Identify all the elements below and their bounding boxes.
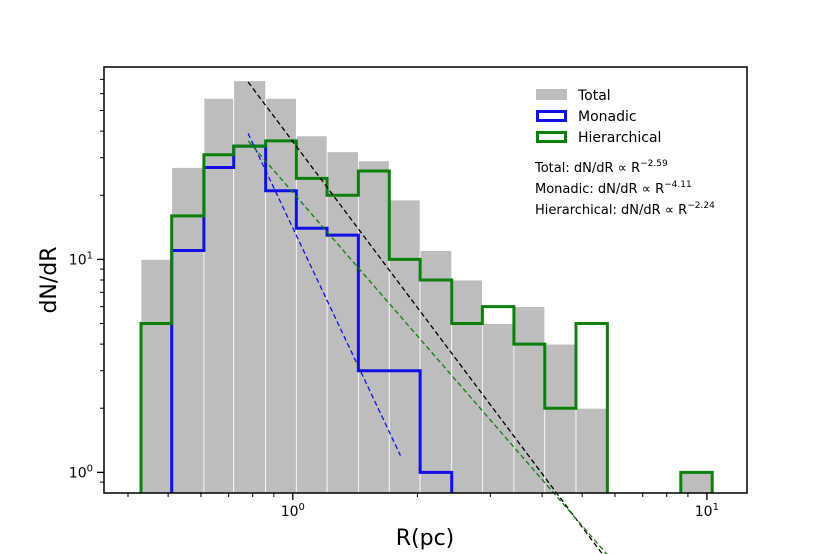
fit-lines-layer <box>247 81 608 554</box>
bar-total <box>357 160 390 494</box>
fit-annotation-exponent: −4.11 <box>664 180 692 190</box>
y-tick-exp: 1 <box>87 250 93 261</box>
legend-label-total: Total <box>577 88 611 104</box>
legend-label-hierarchical: Hierarchical <box>578 130 661 146</box>
bar-total <box>171 167 205 494</box>
bar-total <box>326 151 359 494</box>
fit-annotation-exponent: −2.59 <box>640 159 668 169</box>
x-tick-label: 101 <box>695 502 719 520</box>
bar-total <box>513 306 546 494</box>
fit-annotation: Total: dN/dR ∝ R−2.59 <box>534 159 668 176</box>
bar-total <box>680 471 713 494</box>
y-tick-base: 10 <box>69 465 87 481</box>
legend-swatch-hierarchical <box>536 131 567 143</box>
y-tick-base: 10 <box>69 252 87 268</box>
fit-line-monadic <box>247 133 402 456</box>
bar-total <box>388 199 421 494</box>
bar-total <box>575 407 608 494</box>
bar-total <box>481 323 515 494</box>
y-axis-label: dN/dR <box>37 246 62 313</box>
legend: Total Monadic Hierarchical <box>536 88 661 146</box>
fit-annotation: Monadic: dN/dR ∝ R−4.11 <box>535 180 692 197</box>
x-axis-ticks: 100 101 <box>127 493 719 520</box>
fit-line-hierarchical <box>247 140 608 554</box>
bar-total <box>265 97 297 494</box>
x-tick-exp: 1 <box>713 502 719 513</box>
bar-total <box>451 279 483 494</box>
steps-layer <box>139 139 714 493</box>
bar-total <box>419 250 453 494</box>
fit-annotation: Hierarchical: dN/dR ∝ R−2.24 <box>535 201 715 218</box>
fit-annotation-text: Total: dN/dR ∝ R <box>534 161 640 176</box>
step-series-hierarchical <box>139 139 714 493</box>
x-tick-base: 10 <box>695 504 713 520</box>
x-tick-label: 100 <box>281 502 305 520</box>
legend-swatch-total <box>536 89 567 100</box>
y-tick-label: 101 <box>69 250 93 268</box>
fit-line-total <box>247 81 604 554</box>
fit-annotation-text: Monadic: dN/dR ∝ R <box>535 182 664 197</box>
bar-total <box>295 135 328 494</box>
bar-total <box>140 258 173 494</box>
x-axis-label: R(pc) <box>396 526 455 551</box>
fit-annotation-exponent: −2.24 <box>687 201 715 211</box>
bars-layer <box>140 80 713 494</box>
bar-total <box>544 343 577 494</box>
x-tick-base: 10 <box>281 504 299 520</box>
y-tick-exp: 0 <box>87 463 93 474</box>
legend-label-monadic: Monadic <box>578 109 637 125</box>
fit-annotation-text: Hierarchical: dN/dR ∝ R <box>535 203 687 218</box>
x-tick-exp: 0 <box>299 502 305 513</box>
y-tick-label: 100 <box>69 463 93 481</box>
step-line-hierarchical <box>139 139 714 493</box>
bar-total <box>203 97 235 494</box>
legend-swatch-monadic <box>536 110 567 122</box>
